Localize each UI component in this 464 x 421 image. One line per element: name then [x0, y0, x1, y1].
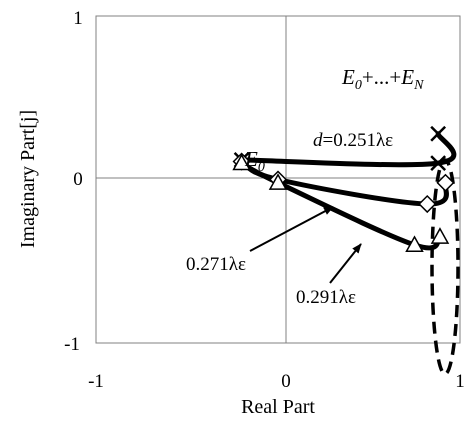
- series-d0251: [239, 131, 457, 168]
- marker-d0251-2: [430, 125, 447, 142]
- y-tick-label-mid: 0: [73, 169, 83, 190]
- marker-d0251-1: [430, 155, 447, 172]
- x-tick-label-left: -1: [88, 371, 104, 392]
- marker-d0291-2: [405, 235, 424, 253]
- x-axis-label: Real Part: [241, 396, 315, 418]
- series-line-d0291: [239, 160, 443, 251]
- y-axis-label: Imaginary Part[j]: [17, 110, 39, 248]
- marker-d0271-3: [436, 173, 455, 192]
- marker-d0291-1: [268, 173, 288, 190]
- y-tick-label-bottom: -1: [64, 334, 80, 355]
- series-line-d0251: [239, 131, 457, 168]
- label-d0271: 0.271λε: [186, 254, 246, 275]
- e0-label: E0: [244, 147, 265, 175]
- marker-d0271-2: [418, 194, 437, 214]
- sum-label: E0+...+EN: [341, 65, 424, 93]
- x-tick-label-mid: 0: [281, 371, 291, 392]
- marker-d0291-0: [232, 153, 251, 171]
- y-tick-label-top: 1: [73, 8, 83, 29]
- label-d0291: 0.291λε: [296, 287, 356, 308]
- arrow-d0291: [329, 243, 362, 284]
- marker-d0291-3: [430, 227, 450, 244]
- plot-frame: [95, 15, 461, 344]
- series-markers: [232, 125, 455, 253]
- x-tick-label-right: 1: [455, 371, 464, 392]
- label-d0251: d=0.251λε: [313, 130, 393, 151]
- arrow-d0271: [249, 206, 334, 252]
- series-d0291: [239, 160, 443, 251]
